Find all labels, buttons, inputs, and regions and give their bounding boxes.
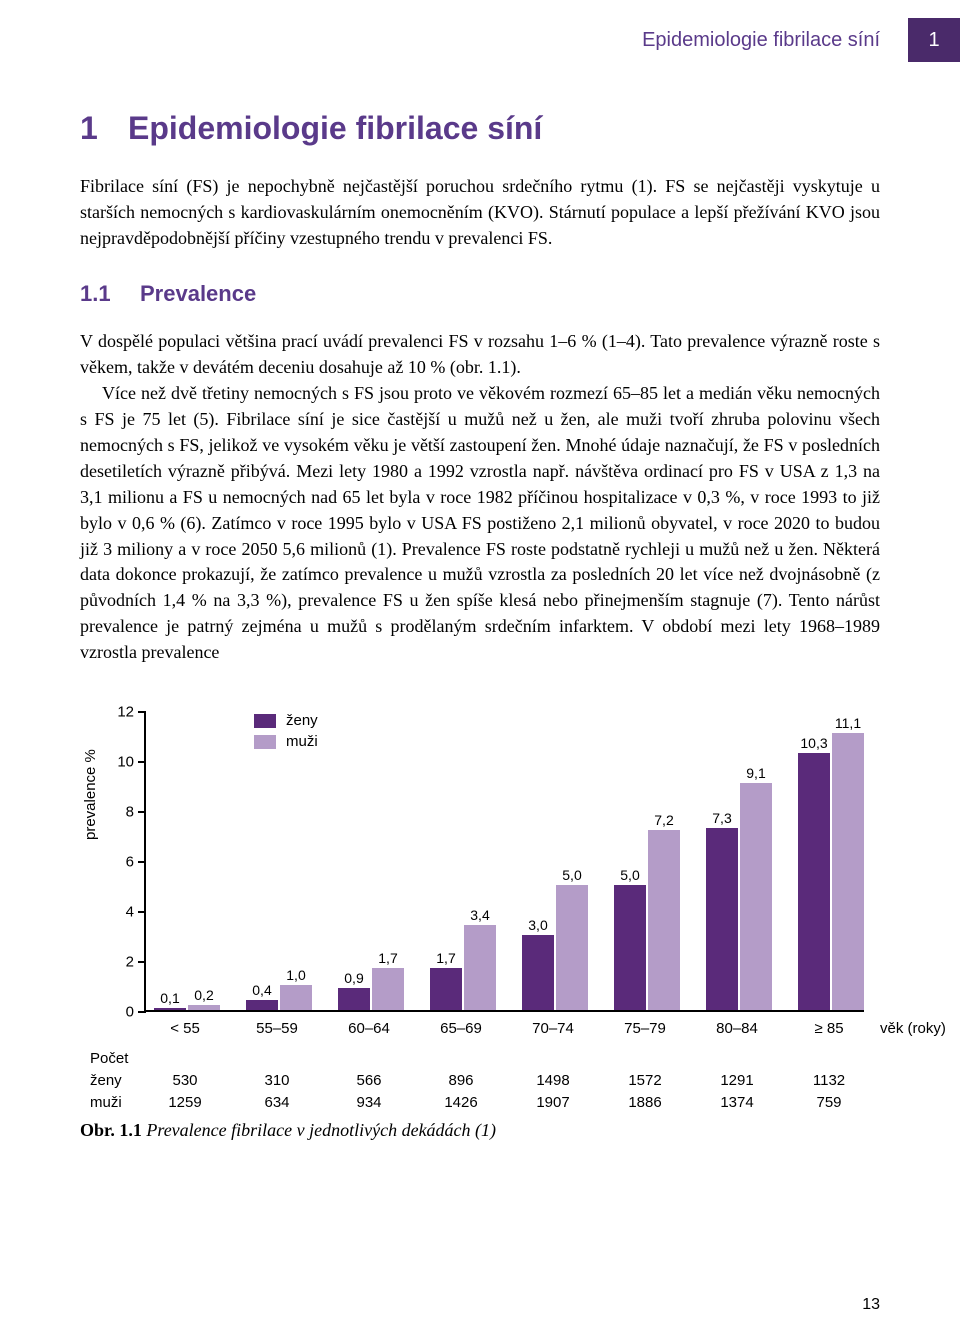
counts-table: Početženy5303105668961498157212911132muž… xyxy=(80,1050,880,1116)
section-number: 1.1 xyxy=(80,281,140,307)
chapter-number: 1 xyxy=(80,110,128,147)
prevalence-chart: prevalence % ženy muži 0246810120,10,20,… xyxy=(80,712,880,1142)
bar-group: 10,311,1 xyxy=(798,733,864,1011)
page-number: 13 xyxy=(862,1296,880,1314)
body-paragraph-1: V dospělé populaci většina prací uvádí p… xyxy=(80,329,880,381)
legend-item: muži xyxy=(254,733,318,750)
bar-group: 5,07,2 xyxy=(614,830,680,1010)
running-header: Epidemiologie fibrilace síní 1 xyxy=(642,18,960,62)
chapter-heading: 1Epidemiologie fibrilace síní xyxy=(80,110,880,147)
bar-group: 0,41,0 xyxy=(246,985,312,1010)
caption-label: Obr. 1.1 xyxy=(80,1120,142,1140)
plot-area: ženy muži 0246810120,10,20,41,00,91,71,7… xyxy=(144,712,864,1012)
bar-group: 3,05,0 xyxy=(522,885,588,1010)
bar-group: 7,39,1 xyxy=(706,783,772,1011)
bar-group: 0,91,7 xyxy=(338,968,404,1011)
chart-legend: ženy muži xyxy=(254,712,318,754)
figure-caption: Obr. 1.1 Prevalence fibrilace v jednotli… xyxy=(80,1120,496,1141)
chapter-title: Epidemiologie fibrilace síní xyxy=(128,110,542,146)
bar-group: 1,73,4 xyxy=(430,925,496,1010)
legend-label-muzi: muži xyxy=(286,733,318,750)
intro-paragraph: Fibrilace síní (FS) je nepochybně nejčas… xyxy=(80,173,880,251)
bar-group: 0,10,2 xyxy=(154,1005,220,1010)
section-heading: 1.1Prevalence xyxy=(80,281,880,307)
legend-swatch-muzi xyxy=(254,735,276,749)
running-title: Epidemiologie fibrilace síní xyxy=(642,29,908,52)
section-title: Prevalence xyxy=(140,281,256,306)
chapter-tab-number: 1 xyxy=(908,18,960,62)
caption-text: Prevalence fibrilace v jednotlivých deká… xyxy=(146,1120,496,1140)
body-paragraph-2: Více než dvě třetiny nemocných s FS jsou… xyxy=(80,381,880,666)
x-axis-title: věk (roky) xyxy=(880,1020,946,1037)
legend-swatch-zeny xyxy=(254,714,276,728)
legend-label-zeny: ženy xyxy=(286,712,318,729)
legend-item: ženy xyxy=(254,712,318,729)
y-axis-label: prevalence % xyxy=(82,749,99,840)
